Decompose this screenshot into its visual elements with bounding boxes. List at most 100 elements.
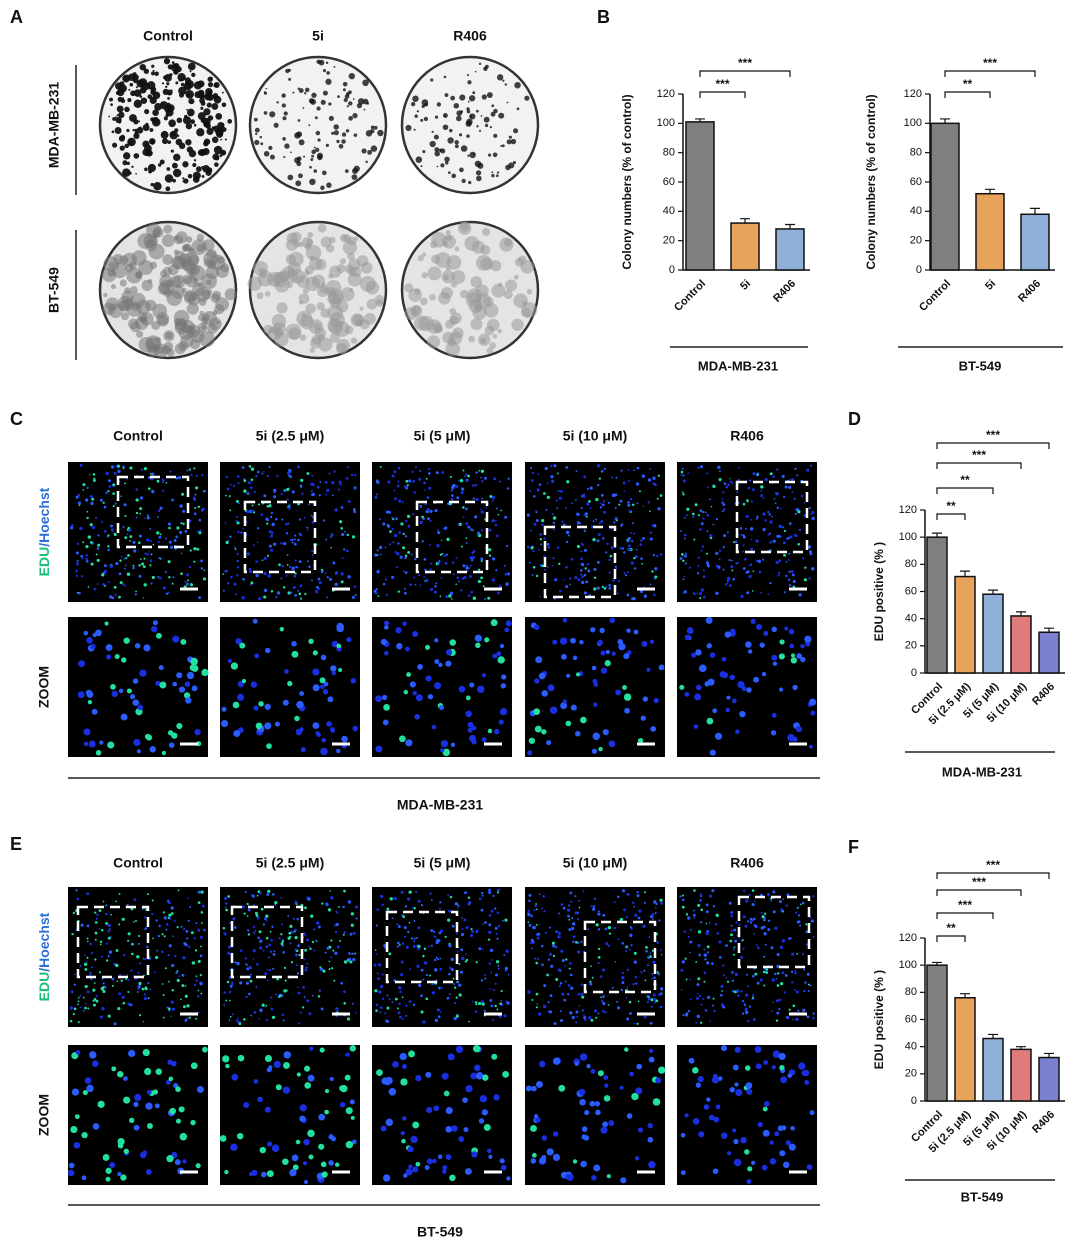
hoechst-nucleus: [352, 957, 356, 962]
edu-nucleus: [150, 553, 153, 556]
hoechst-nucleus: [603, 510, 606, 514]
hoechst-nucleus: [85, 557, 88, 561]
micrograph: [220, 1045, 360, 1185]
hoechst-nucleus: [722, 510, 725, 513]
hoechst-nucleus: [322, 689, 329, 695]
hoechst-nucleus: [436, 1008, 440, 1012]
hoechst-nucleus: [281, 518, 284, 521]
edu-nucleus: [95, 553, 98, 556]
hoechst-nucleus: [467, 525, 471, 529]
hoechst-nucleus: [255, 573, 259, 578]
y-tick-label: 120: [904, 88, 922, 100]
y-tick-label: 80: [905, 986, 917, 998]
edu-nucleus: [306, 472, 310, 475]
hoechst-nucleus: [605, 942, 609, 946]
hoechst-nucleus: [324, 481, 328, 484]
hoechst-nucleus: [426, 1158, 433, 1165]
hoechst-nucleus: [417, 926, 421, 930]
colony: [196, 128, 205, 137]
hoechst-nucleus: [263, 572, 267, 576]
hoechst-nucleus: [420, 968, 424, 972]
edu-nucleus: [407, 551, 411, 554]
hoechst-nucleus: [427, 468, 430, 471]
hoechst-nucleus: [755, 517, 758, 520]
hoechst-nucleus: [701, 545, 705, 548]
edu-nucleus: [343, 889, 346, 893]
hoechst-nucleus: [574, 1061, 579, 1066]
edu-nucleus: [482, 585, 485, 588]
edu-nucleus: [181, 492, 185, 496]
hoechst-nucleus: [771, 978, 775, 982]
hoechst-nucleus: [624, 707, 631, 714]
colony: [207, 82, 214, 88]
edu-nucleus: [127, 932, 131, 936]
colony: [114, 116, 117, 119]
hoechst-nucleus: [750, 618, 756, 624]
edu-nucleus: [147, 487, 151, 490]
colony: [503, 290, 513, 300]
hoechst-nucleus: [294, 900, 298, 904]
hoechst-nucleus: [615, 689, 622, 696]
colony: [468, 180, 472, 185]
hoechst-nucleus: [438, 907, 442, 910]
hoechst-nucleus: [355, 917, 358, 920]
colony: [370, 128, 375, 134]
hoechst-nucleus: [268, 956, 270, 959]
hoechst-nucleus: [795, 990, 799, 994]
hoechst-nucleus: [652, 997, 656, 1001]
hoechst-nucleus: [718, 557, 721, 561]
hoechst-nucleus: [460, 933, 465, 937]
hoechst-nucleus: [391, 528, 394, 531]
edu-nucleus: [129, 540, 131, 542]
colony: [206, 167, 213, 174]
hoechst-nucleus: [398, 499, 402, 503]
hoechst-nucleus: [549, 706, 558, 715]
hoechst-nucleus: [704, 1008, 707, 1011]
hoechst-nucleus: [745, 899, 749, 903]
hoechst-nucleus: [597, 533, 601, 537]
edu-nucleus: [283, 1062, 290, 1069]
hoechst-nucleus: [735, 921, 738, 924]
hoechst-nucleus: [236, 574, 239, 577]
hoechst-nucleus: [407, 524, 411, 528]
hoechst-nucleus: [308, 503, 310, 506]
hoechst-nucleus: [541, 907, 543, 910]
hoechst-nucleus: [499, 643, 505, 649]
hoechst-nucleus: [782, 541, 786, 545]
colony: [122, 168, 131, 177]
hoechst-nucleus: [703, 948, 706, 951]
error-bar: [932, 961, 942, 966]
hoechst-nucleus: [571, 917, 574, 920]
edu-nucleus: [402, 532, 405, 536]
colony: [207, 323, 218, 335]
hoechst-nucleus: [779, 687, 784, 692]
hoechst-nucleus: [158, 665, 164, 671]
colony: [189, 339, 201, 350]
colony: [328, 236, 336, 244]
hoechst-nucleus: [417, 947, 421, 951]
hoechst-nucleus: [448, 909, 452, 913]
colony: [138, 78, 148, 87]
edu-nucleus: [135, 498, 139, 502]
hoechst-nucleus: [617, 938, 620, 940]
colony: [159, 159, 165, 165]
hoechst-nucleus: [534, 904, 537, 908]
edu-nucleus: [251, 504, 254, 507]
hoechst-nucleus: [564, 506, 567, 509]
edu-nucleus: [168, 980, 170, 983]
hoechst-nucleus: [102, 583, 105, 586]
hoechst-nucleus: [92, 1123, 100, 1130]
hoechst-nucleus: [805, 930, 809, 934]
hoechst-nucleus: [649, 952, 652, 954]
colony: [461, 178, 466, 184]
hoechst-nucleus: [149, 539, 152, 543]
hoechst-nucleus: [698, 592, 703, 596]
hoechst-nucleus: [574, 576, 578, 580]
hoechst-nucleus: [102, 982, 105, 985]
hoechst-nucleus: [654, 906, 657, 909]
colony: [153, 181, 162, 191]
zoom-label: ZOOM: [36, 1094, 52, 1136]
hoechst-nucleus: [780, 908, 783, 911]
colony: [414, 288, 421, 295]
edu-nucleus: [299, 597, 302, 600]
